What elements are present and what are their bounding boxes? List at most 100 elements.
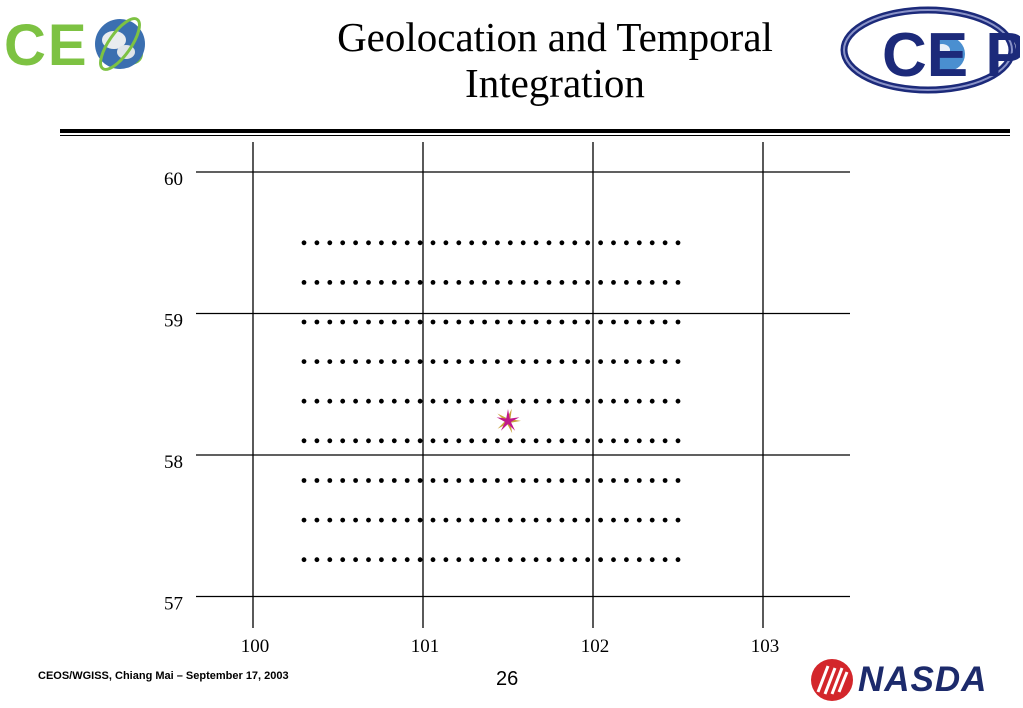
data-point [430, 280, 436, 285]
data-point [495, 280, 500, 285]
data-point [649, 398, 655, 404]
data-point [340, 280, 346, 285]
data-point [314, 240, 320, 246]
data-point [624, 359, 629, 364]
title-line-1: Geolocation and Temporal [337, 14, 773, 60]
data-point [301, 438, 307, 444]
data-point [404, 398, 410, 404]
data-point [533, 280, 539, 285]
data-point [443, 478, 449, 483]
data-point [636, 517, 642, 523]
data-point [327, 478, 333, 483]
data-point [340, 240, 346, 246]
data-point [327, 557, 333, 563]
data-point [507, 438, 513, 444]
data-point [598, 557, 603, 563]
data-point [391, 319, 397, 325]
data-point [649, 319, 655, 325]
data-point [353, 398, 358, 404]
data-point [585, 557, 591, 563]
data-point [533, 319, 539, 325]
data-point [340, 478, 346, 483]
data-point [379, 478, 384, 483]
data-point [366, 557, 371, 563]
data-point [391, 280, 397, 285]
footer-event: CEOS/WGISS, Chiang Mai – September 17, 2… [38, 670, 289, 682]
data-point [404, 319, 410, 325]
ceos-logo: CE S [4, 4, 204, 80]
globe-icon [95, 17, 145, 71]
data-point [340, 359, 346, 364]
data-point [327, 359, 333, 364]
data-point [314, 359, 320, 364]
data-point [379, 557, 384, 563]
data-point [598, 438, 603, 444]
data-point [314, 319, 320, 325]
data-point [559, 319, 565, 325]
data-point [598, 319, 603, 325]
data-point [520, 398, 526, 404]
data-point [340, 319, 346, 325]
data-point [469, 240, 475, 246]
ceop-logo: CE P [840, 2, 1023, 94]
data-point [495, 319, 500, 325]
data-point [649, 359, 655, 364]
data-point [482, 557, 487, 563]
data-point [417, 319, 423, 325]
data-point [366, 359, 371, 364]
data-point [327, 319, 333, 325]
data-point [662, 557, 668, 563]
data-point [559, 240, 565, 246]
data-point [598, 478, 603, 483]
data-point [391, 398, 397, 404]
data-point [495, 240, 500, 246]
data-point [417, 557, 423, 563]
data-point [546, 478, 552, 483]
data-point [585, 240, 591, 246]
data-point [546, 280, 552, 285]
data-point [624, 478, 629, 483]
data-point [675, 359, 681, 364]
data-point [611, 240, 616, 246]
data-point [559, 359, 565, 364]
data-point [624, 557, 629, 563]
data-point [482, 359, 487, 364]
data-point [379, 398, 384, 404]
data-point [624, 240, 629, 246]
data-point [636, 438, 642, 444]
data-point [507, 557, 513, 563]
data-point [443, 438, 449, 444]
data-point [675, 478, 681, 483]
data-point [301, 557, 307, 563]
data-point [353, 280, 358, 285]
data-point [314, 557, 320, 563]
data-point [649, 478, 655, 483]
data-point [404, 478, 410, 483]
data-point [662, 319, 668, 325]
data-point [430, 557, 436, 563]
data-point [572, 517, 578, 523]
data-point [611, 359, 616, 364]
data-point [662, 438, 668, 444]
data-point [649, 557, 655, 563]
data-point [675, 438, 681, 444]
data-point [327, 517, 333, 523]
data-point [469, 359, 475, 364]
data-point [456, 280, 462, 285]
data-point [430, 359, 436, 364]
data-point [443, 398, 449, 404]
data-point [417, 438, 423, 444]
data-point [636, 280, 642, 285]
x-tick-label: 103 [751, 636, 780, 657]
data-point [327, 240, 333, 246]
data-point [533, 398, 539, 404]
data-point [443, 517, 449, 523]
data-point [301, 280, 307, 285]
data-point [533, 517, 539, 523]
data-point [404, 557, 410, 563]
data-point [417, 478, 423, 483]
data-point [598, 280, 603, 285]
data-point [417, 398, 423, 404]
data-point [624, 280, 629, 285]
data-point [404, 438, 410, 444]
